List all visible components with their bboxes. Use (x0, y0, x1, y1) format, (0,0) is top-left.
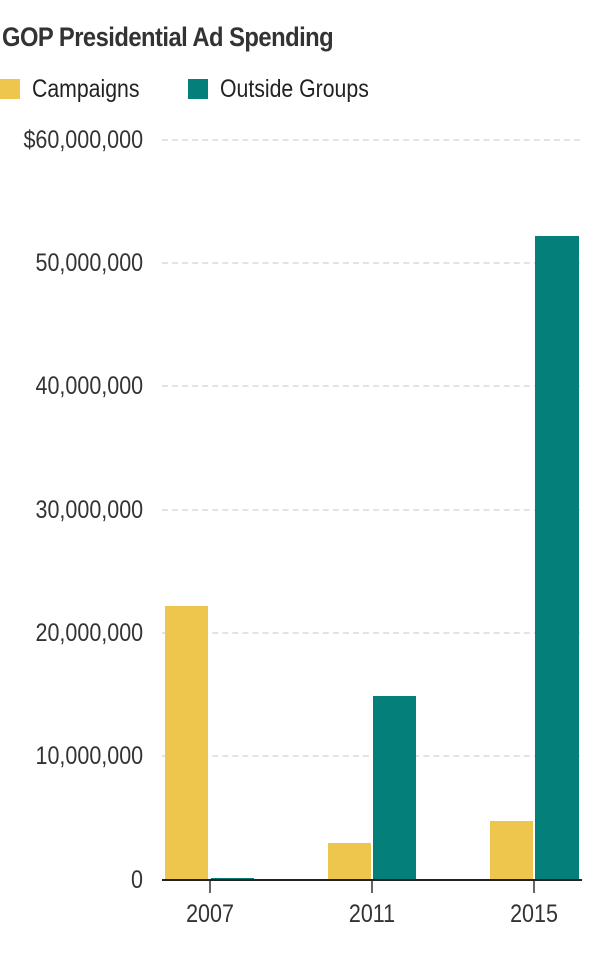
y-tick-label: 30,000,000 (35, 496, 143, 524)
x-tick (371, 881, 373, 893)
chart-title: GOP Presidential Ad Spending (2, 22, 334, 52)
x-tick (533, 881, 535, 893)
x-tick (209, 881, 211, 893)
y-tick-label: 40,000,000 (35, 372, 143, 400)
x-tick-label: 2007 (186, 900, 234, 928)
gridline-30m (162, 509, 580, 511)
legend-label: Campaigns (32, 74, 140, 103)
gridline-60m (162, 139, 580, 141)
y-tick-label: 50,000,000 (35, 249, 143, 277)
y-tick-label: 0 (131, 866, 143, 894)
x-tick-label: 2015 (510, 900, 558, 928)
bar-2015-campaigns (490, 821, 533, 880)
gridline-50m (162, 262, 580, 264)
legend-item-campaigns: Campaigns (0, 75, 158, 104)
bar-2015-outside-groups (535, 236, 579, 880)
outside-groups-swatch-icon (188, 79, 209, 99)
bar-2011-campaigns (328, 843, 371, 880)
x-axis-line (162, 879, 582, 881)
bar-2011-outside-groups (373, 696, 416, 880)
bar-2007-campaigns (165, 606, 208, 880)
legend-label: Outside Groups (220, 74, 370, 103)
y-tick-label: $60,000,000 (23, 126, 143, 154)
legend-item-outside-groups: Outside Groups (188, 75, 395, 104)
x-tick-label: 2011 (348, 900, 396, 928)
legend: Campaigns Outside Groups (0, 75, 426, 104)
campaigns-swatch-icon (0, 79, 20, 99)
gridline-40m (162, 385, 580, 387)
y-tick-label: 10,000,000 (35, 742, 143, 770)
gridline-20m (162, 632, 580, 634)
y-tick-label: 20,000,000 (35, 619, 143, 647)
gridline-10m (162, 755, 580, 757)
